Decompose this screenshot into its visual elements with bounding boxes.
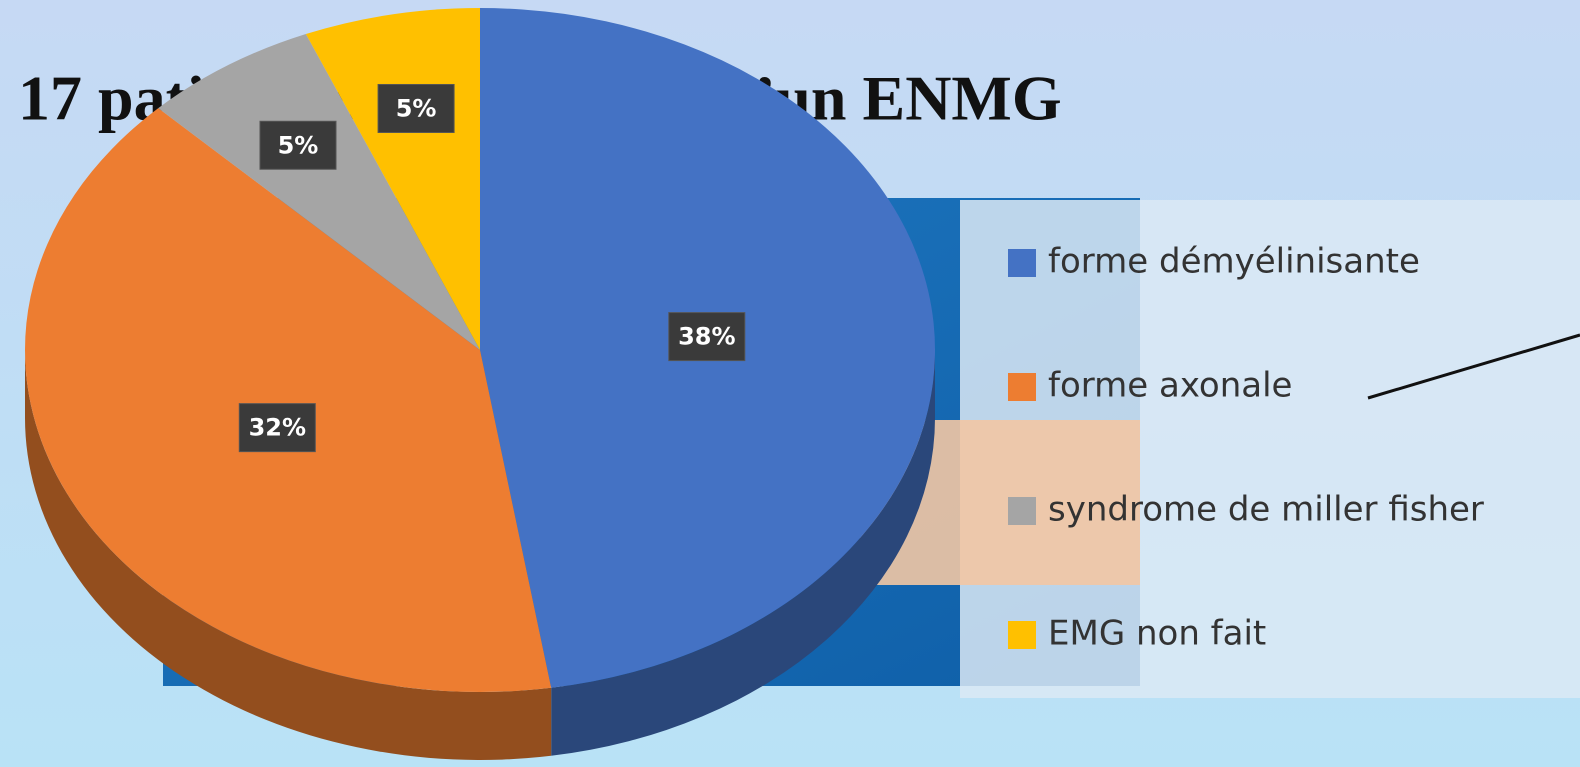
legend-label: syndrome de miller fisher: [1048, 490, 1484, 530]
pie-slice: [158, 34, 480, 350]
legend-swatch: [1008, 373, 1036, 401]
pie: 38% 32% 5% 5%: [24, 8, 936, 760]
value-label: 5%: [396, 94, 437, 122]
pie-slice-side: [551, 350, 936, 756]
pointer-line: [1367, 333, 1580, 400]
pie-slice: [24, 108, 552, 693]
value-label-box: [259, 120, 337, 170]
legend-swatch: [1008, 249, 1036, 277]
value-label-box: [668, 312, 746, 362]
value-label-box: [238, 403, 316, 453]
legend-label: EMG non fait: [1048, 614, 1266, 654]
value-label: 32%: [249, 414, 306, 442]
legend-swatch: [1008, 621, 1036, 649]
value-label-box: [377, 83, 455, 133]
legend-label: forme démyélinisante: [1048, 242, 1420, 282]
value-label: 38%: [678, 323, 735, 351]
legend: forme démyélinisante forme axonale syndrom…: [1008, 242, 1484, 654]
legend-swatch: [1008, 497, 1036, 525]
pie-slice-side: [25, 350, 552, 760]
value-label: 5%: [278, 131, 319, 159]
legend-label: forme axonale: [1048, 366, 1292, 406]
